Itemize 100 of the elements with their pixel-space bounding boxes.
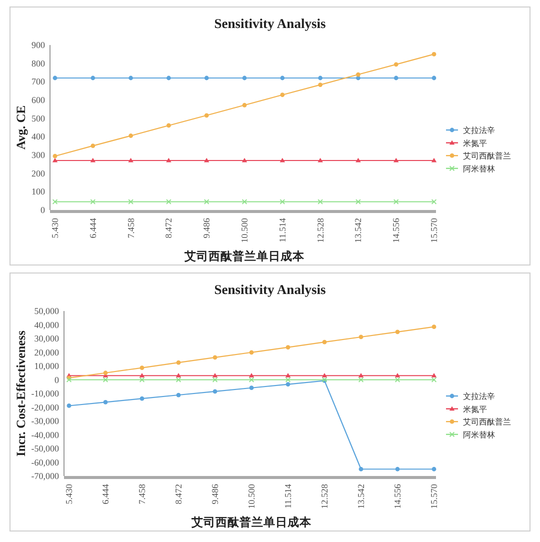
point xyxy=(204,113,209,118)
point xyxy=(128,158,134,162)
point xyxy=(431,377,437,382)
x-tick-label: 11.514 xyxy=(277,218,288,242)
legend-label: 文拉法辛 xyxy=(463,126,495,135)
legend-label: 艾司西酞普兰 xyxy=(463,152,511,161)
y-tick-label: 300 xyxy=(32,150,46,160)
x-tick-label: 15.570 xyxy=(429,484,439,509)
point xyxy=(318,76,322,80)
point xyxy=(358,466,364,472)
y-tick-label: -60,000 xyxy=(31,457,60,468)
y-tick-label: 100 xyxy=(32,186,46,197)
point xyxy=(394,158,399,162)
legend-label: 阿米替林 xyxy=(463,430,495,440)
x-tick-label: 8.472 xyxy=(164,218,174,238)
point xyxy=(128,199,134,204)
point xyxy=(242,199,248,204)
point xyxy=(249,386,254,390)
point xyxy=(280,76,285,80)
point xyxy=(212,373,218,378)
y-tick-label: -50,000 xyxy=(31,444,60,454)
point xyxy=(431,373,437,378)
y-axis-title: Incr. Cost-Effectiveness xyxy=(14,330,28,456)
point xyxy=(140,366,144,370)
point xyxy=(139,377,145,382)
point xyxy=(242,158,248,162)
point xyxy=(358,377,364,382)
x-tick-label: 15.570 xyxy=(429,218,439,243)
point xyxy=(212,355,218,360)
point xyxy=(394,377,400,382)
y-tick-label: 600 xyxy=(32,95,46,105)
y-tick-label: 0 xyxy=(54,374,60,385)
point xyxy=(103,370,108,376)
point xyxy=(212,389,218,394)
point xyxy=(358,334,364,340)
y-tick-label: 40,000 xyxy=(34,320,60,330)
point xyxy=(356,199,361,204)
y-tick-label: -20,000 xyxy=(31,402,60,412)
point xyxy=(280,158,285,162)
y-tick-label: 900 xyxy=(32,40,46,50)
y-tick-label: 700 xyxy=(32,76,46,87)
point xyxy=(280,199,286,204)
point xyxy=(393,199,399,204)
point xyxy=(166,199,172,204)
point xyxy=(166,158,172,162)
x-axis-title: 艾司西酞普兰单日成本 xyxy=(190,515,312,529)
point xyxy=(166,76,171,80)
point xyxy=(128,76,133,80)
point xyxy=(90,76,96,80)
point xyxy=(431,199,437,204)
point xyxy=(90,158,96,162)
point xyxy=(102,377,108,382)
point xyxy=(285,377,291,382)
point xyxy=(248,373,254,378)
y-tick-label: -10,000 xyxy=(31,388,60,398)
point xyxy=(204,199,210,204)
point xyxy=(432,76,436,80)
x-tick-label: 9.486 xyxy=(210,484,220,504)
point xyxy=(249,350,254,355)
point xyxy=(139,373,145,378)
point xyxy=(318,199,323,204)
point xyxy=(394,62,398,67)
point xyxy=(166,123,171,128)
point xyxy=(128,134,133,138)
legend-label: 文拉法辛 xyxy=(463,392,495,401)
x-tick-label: 10.500 xyxy=(240,218,250,243)
point xyxy=(242,76,247,80)
point xyxy=(432,52,436,56)
y-tick-label: -30,000 xyxy=(31,416,60,426)
point xyxy=(52,76,58,80)
legend-label: 米氮平 xyxy=(463,138,487,148)
point xyxy=(395,330,400,334)
x-tick-label: 9.486 xyxy=(202,218,212,238)
x-tick-label: 5.430 xyxy=(64,484,74,504)
point xyxy=(285,373,291,378)
point xyxy=(176,373,182,378)
x-tick-label: 10.500 xyxy=(246,484,256,509)
y-tick-label: -70,000 xyxy=(31,471,60,481)
x-axis-title: 艾司西酞普兰单日成本 xyxy=(184,249,306,263)
point xyxy=(204,158,210,162)
y-axis-title: Avg. CE xyxy=(14,105,28,150)
point xyxy=(204,76,209,80)
x-tick-label: 6.444 xyxy=(88,218,98,238)
x-tick-label: 14.556 xyxy=(391,218,402,243)
point xyxy=(176,360,181,365)
point xyxy=(176,392,181,398)
point xyxy=(52,158,58,162)
point xyxy=(432,466,436,472)
x-tick-label: 7.458 xyxy=(126,218,136,238)
x-tick-label: 12.528 xyxy=(320,484,330,509)
chart-title: Sensitivity Analysis xyxy=(214,16,326,31)
point xyxy=(286,345,290,350)
point xyxy=(90,144,96,148)
point xyxy=(66,404,72,408)
point xyxy=(318,158,323,162)
point xyxy=(212,377,218,382)
point xyxy=(280,92,285,98)
x-tick-label: 11.514 xyxy=(283,484,293,508)
point xyxy=(140,396,144,401)
point xyxy=(322,373,328,378)
